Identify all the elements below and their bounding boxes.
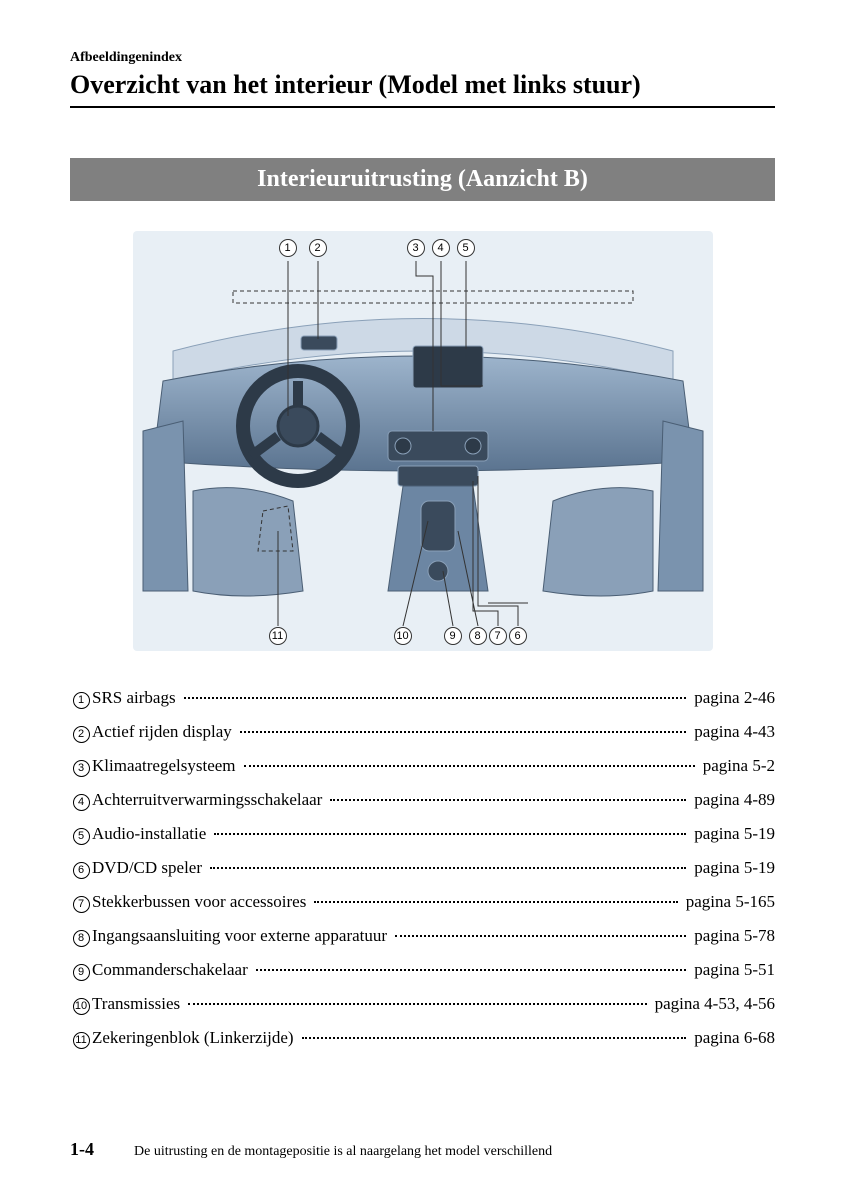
toc-page-ref: pagina 4-53, 4-56: [651, 987, 775, 1021]
toc-page-ref: pagina 4-89: [690, 783, 775, 817]
callout-top-4: 4: [432, 239, 450, 257]
toc-label: Transmissies: [92, 987, 184, 1021]
toc-number-icon: 9: [70, 964, 92, 981]
callout-top-5: 5: [457, 239, 475, 257]
toc-leader-dots: [302, 1037, 687, 1039]
interior-diagram: 12 345 11 10 9876: [133, 231, 713, 651]
toc-row: 10 Transmissies pagina 4-53, 4-56: [70, 987, 775, 1021]
toc-leader-dots: [395, 935, 686, 937]
toc-number-icon: 3: [70, 760, 92, 777]
toc-label: Zekeringenblok (Linkerzijde): [92, 1021, 298, 1055]
breadcrumb: Afbeeldingenindex: [70, 50, 775, 66]
diagram-container: 12 345 11 10 9876: [70, 231, 775, 651]
toc-label: Audio-installatie: [92, 817, 210, 851]
page-footer: 1-4 De uitrusting en de montagepositie i…: [70, 1139, 775, 1160]
footer-note: De uitrusting en de montagepositie is al…: [134, 1144, 552, 1160]
toc-number-icon: 8: [70, 930, 92, 947]
callout-bottom-9: 9: [444, 627, 462, 645]
toc-row: 6 DVD/CD speler pagina 5-19: [70, 851, 775, 885]
toc-page-ref: pagina 5-2: [699, 749, 775, 783]
toc-number-icon: 2: [70, 726, 92, 743]
callout-top-1: 1: [279, 239, 297, 257]
toc-label: Achterruitverwarmingsschakelaar: [92, 783, 326, 817]
toc-number-icon: 11: [70, 1032, 92, 1049]
callout-top-2: 2: [309, 239, 327, 257]
toc-leader-dots: [244, 765, 695, 767]
toc-leader-dots: [330, 799, 686, 801]
toc-label: DVD/CD speler: [92, 851, 206, 885]
toc-leader-dots: [240, 731, 687, 733]
toc-page-ref: pagina 5-19: [690, 851, 775, 885]
toc-page-ref: pagina 4-43: [690, 715, 775, 749]
toc-row: 5 Audio-installatie pagina 5-19: [70, 817, 775, 851]
toc-row: 11 Zekeringenblok (Linkerzijde) pagina 6…: [70, 1021, 775, 1055]
toc-row: 7 Stekkerbussen voor accessoires pagina …: [70, 885, 775, 919]
toc-page-ref: pagina 5-51: [690, 953, 775, 987]
toc-number-icon: 6: [70, 862, 92, 879]
section-banner: Interieuruitrusting (Aanzicht B): [70, 158, 775, 201]
table-of-contents: 1 SRS airbags pagina 2-462 Actief rijden…: [70, 681, 775, 1055]
toc-leader-dots: [214, 833, 686, 835]
toc-leader-dots: [184, 697, 687, 699]
toc-leader-dots: [314, 901, 677, 903]
toc-page-ref: pagina 5-19: [690, 817, 775, 851]
toc-leader-dots: [256, 969, 687, 971]
callout-bottom-7: 7: [489, 627, 507, 645]
toc-row: 3 Klimaatregelsysteem pagina 5-2: [70, 749, 775, 783]
toc-leader-dots: [188, 1003, 646, 1005]
footer-page-number: 1-4: [70, 1139, 94, 1160]
callout-bottom-6: 6: [509, 627, 527, 645]
toc-label: Ingangsaansluiting voor externe apparatu…: [92, 919, 391, 953]
toc-page-ref: pagina 6-68: [690, 1021, 775, 1055]
toc-page-ref: pagina 2-46: [690, 681, 775, 715]
callout-top-3: 3: [407, 239, 425, 257]
callout-bottom-8: 8: [469, 627, 487, 645]
toc-number-icon: 7: [70, 896, 92, 913]
page-title: Overzicht van het interieur (Model met l…: [70, 70, 775, 108]
toc-label: SRS airbags: [92, 681, 180, 715]
toc-row: 1 SRS airbags pagina 2-46: [70, 681, 775, 715]
dashboard-illustration: [133, 231, 713, 651]
toc-number-icon: 10: [70, 998, 92, 1015]
callout-bottom-10: 10: [394, 627, 412, 645]
toc-label: Klimaatregelsysteem: [92, 749, 240, 783]
toc-number-icon: 4: [70, 794, 92, 811]
toc-row: 2 Actief rijden display pagina 4-43: [70, 715, 775, 749]
callout-bottom-11: 11: [269, 627, 287, 645]
toc-row: 8 Ingangsaansluiting voor externe appara…: [70, 919, 775, 953]
toc-page-ref: pagina 5-78: [690, 919, 775, 953]
toc-leader-dots: [210, 867, 686, 869]
toc-page-ref: pagina 5-165: [682, 885, 775, 919]
toc-row: 9 Commanderschakelaar pagina 5-51: [70, 953, 775, 987]
toc-label: Actief rijden display: [92, 715, 236, 749]
toc-label: Commanderschakelaar: [92, 953, 252, 987]
page-header: Afbeeldingenindex Overzicht van het inte…: [70, 50, 775, 108]
toc-number-icon: 5: [70, 828, 92, 845]
toc-label: Stekkerbussen voor accessoires: [92, 885, 310, 919]
toc-number-icon: 1: [70, 692, 92, 709]
toc-row: 4 Achterruitverwarmingsschakelaar pagina…: [70, 783, 775, 817]
